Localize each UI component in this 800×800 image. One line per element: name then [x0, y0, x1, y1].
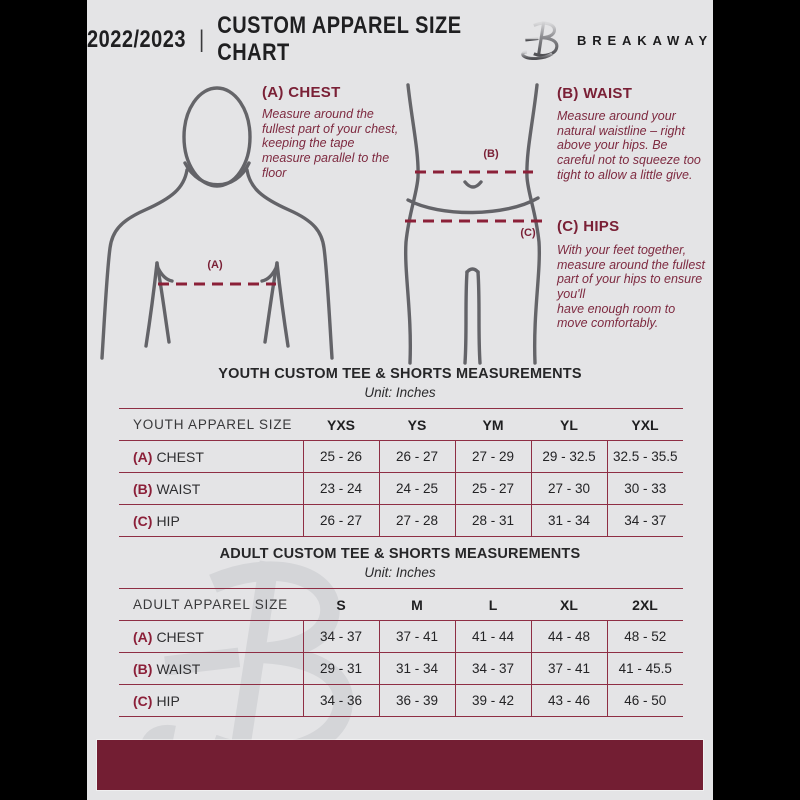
- footer-bar: [96, 739, 704, 791]
- cell-value: 48 - 52: [606, 620, 683, 653]
- youth-table-title: YOUTH CUSTOM TEE & SHORTS MEASUREMENTS: [218, 366, 582, 382]
- cell-value: 30 - 33: [606, 472, 683, 505]
- cell-value: 24 - 25: [378, 472, 455, 505]
- header: 2022/2023 | CUSTOM APPAREL SIZE CHART: [87, 13, 713, 66]
- row-label: HIP: [156, 512, 180, 529]
- header-divider: |: [199, 26, 205, 53]
- row-prefix: (C): [133, 692, 153, 709]
- cell-value: 34 - 37: [454, 652, 531, 685]
- cell-value: 43 - 46: [530, 684, 607, 717]
- cell-value: 27 - 30: [530, 472, 607, 505]
- adult-table-title: ADULT CUSTOM TEE & SHORTS MEASUREMENTS: [219, 546, 581, 562]
- waist-hips-figure-illustration: [403, 83, 542, 365]
- cell-value: 37 - 41: [530, 652, 607, 685]
- cell-value: 37 - 41: [378, 620, 455, 653]
- chest-figure-illustration: [100, 86, 334, 360]
- cell-value: 25 - 27: [454, 472, 531, 505]
- adult-table-unit: Unit: Inches: [364, 565, 436, 580]
- cell-value: 39 - 42: [454, 684, 531, 717]
- cell-value: 34 - 37: [606, 504, 683, 537]
- adult-size-header-cell: ADULT APPAREL SIZE: [119, 588, 303, 621]
- waist-heading: (B) WAIST: [557, 85, 633, 102]
- cell-value: 34 - 36: [302, 684, 379, 717]
- row-prefix: (A): [133, 628, 153, 645]
- brand-name: BREAKAWAY: [577, 32, 713, 48]
- cell-value: 34 - 37: [302, 620, 379, 653]
- cell-value: 23 - 24: [302, 472, 379, 505]
- row-prefix: (B): [133, 480, 153, 497]
- row-prefix: (C): [133, 512, 153, 529]
- cell-value: 32.5 - 35.5: [606, 440, 683, 473]
- cell-value: 29 - 32.5: [530, 440, 607, 473]
- breakaway-logo-icon: [520, 20, 566, 61]
- hips-heading: (C) HIPS: [557, 218, 620, 235]
- size-col-m: M: [379, 588, 455, 621]
- header-year: 2022/2023: [87, 26, 187, 53]
- cell-value: 27 - 29: [454, 440, 531, 473]
- table-row-youth-chest: (A) CHEST 25 - 26 26 - 27 27 - 29 29 - 32…: [119, 440, 683, 473]
- size-col-xl: XL: [531, 588, 607, 621]
- size-col-s: S: [303, 588, 379, 621]
- page-title: CUSTOM APPAREL SIZE CHART: [217, 12, 462, 66]
- row-label: HIP: [156, 692, 180, 709]
- cell-value: 26 - 27: [378, 440, 455, 473]
- size-col-yxs: YXS: [303, 408, 379, 441]
- row-label: WAIST: [156, 480, 201, 497]
- youth-table-unit: Unit: Inches: [364, 385, 436, 400]
- cell-value: 31 - 34: [530, 504, 607, 537]
- waist-instructions: Measure around your natural waistline – …: [557, 109, 701, 182]
- row-prefix: (A): [133, 448, 153, 465]
- cell-value: 29 - 31: [302, 652, 379, 685]
- youth-header-row: YOUTH APPAREL SIZE YXS YS YM YL YXL: [119, 408, 683, 441]
- marker-c-label: (C): [520, 227, 536, 239]
- cell-value: 27 - 28: [378, 504, 455, 537]
- row-prefix: (B): [133, 660, 153, 677]
- size-col-l: L: [455, 588, 531, 621]
- cell-value: 31 - 34: [378, 652, 455, 685]
- cell-value: 26 - 27: [302, 504, 379, 537]
- youth-size-table: YOUTH APPAREL SIZE YXS YS YM YL YXL (A) C…: [119, 408, 683, 537]
- row-label: CHEST: [156, 448, 204, 465]
- table-row-youth-waist: (B) WAIST 23 - 24 24 - 25 25 - 27 27 - 30…: [119, 472, 683, 505]
- cell-value: 44 - 48: [530, 620, 607, 653]
- chest-instructions: Measure around the fullest part of your …: [262, 107, 399, 180]
- marker-a-label: (A): [207, 259, 223, 271]
- row-label: CHEST: [156, 628, 204, 645]
- table-row-youth-hip: (C) HIP 26 - 27 27 - 28 28 - 31 31 - 34 3…: [119, 504, 683, 537]
- cell-value: 46 - 50: [606, 684, 683, 717]
- cell-value: 36 - 39: [378, 684, 455, 717]
- cell-value: 41 - 45.5: [606, 652, 683, 685]
- chest-heading: (A) CHEST: [262, 84, 341, 101]
- adult-size-table: ADULT APPAREL SIZE S M L XL 2XL (A) CHEST…: [119, 588, 683, 717]
- cell-value: 25 - 26: [302, 440, 379, 473]
- table-row-adult-chest: (A) CHEST 34 - 37 37 - 41 41 - 44 44 - 48…: [119, 620, 683, 653]
- table-row-adult-waist: (B) WAIST 29 - 31 31 - 34 34 - 37 37 - 41…: [119, 652, 683, 685]
- size-col-ym: YM: [455, 408, 531, 441]
- size-col-yxl: YXL: [607, 408, 683, 441]
- size-col-2xl: 2XL: [607, 588, 683, 621]
- marker-b-label: (B): [483, 148, 499, 160]
- row-label: WAIST: [156, 660, 201, 677]
- hips-instructions: With your feet together, measure around …: [557, 243, 706, 331]
- size-col-ys: YS: [379, 408, 455, 441]
- youth-size-header-cell: YOUTH APPAREL SIZE: [119, 408, 303, 441]
- table-row-adult-hip: (C) HIP 34 - 36 36 - 39 39 - 42 43 - 46 4…: [119, 684, 683, 717]
- size-chart-page: 2022/2023 | CUSTOM APPAREL SIZE CHART: [87, 0, 713, 800]
- cell-value: 28 - 31: [454, 504, 531, 537]
- cell-value: 41 - 44: [454, 620, 531, 653]
- size-col-yl: YL: [531, 408, 607, 441]
- adult-header-row: ADULT APPAREL SIZE S M L XL 2XL: [119, 588, 683, 621]
